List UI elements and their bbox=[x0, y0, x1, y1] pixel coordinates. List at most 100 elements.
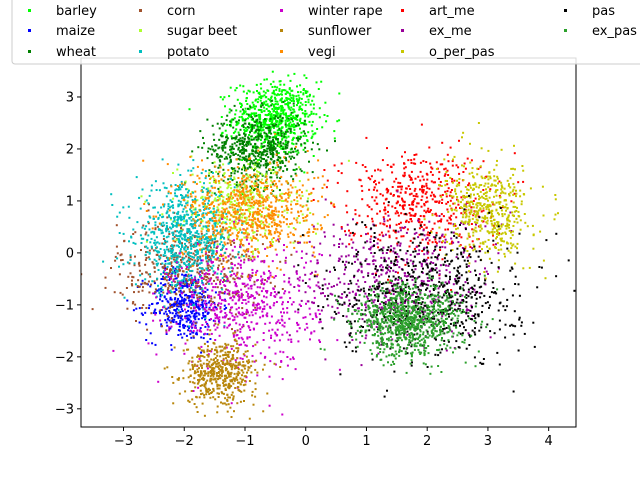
point bbox=[304, 90, 307, 93]
point bbox=[269, 151, 272, 154]
point bbox=[275, 223, 278, 225]
point bbox=[171, 248, 174, 251]
point bbox=[284, 132, 287, 135]
point bbox=[203, 302, 206, 305]
point bbox=[238, 158, 241, 161]
point bbox=[214, 291, 217, 294]
point bbox=[241, 156, 244, 159]
point bbox=[201, 293, 203, 296]
point bbox=[223, 122, 226, 125]
point bbox=[196, 257, 199, 260]
point bbox=[279, 167, 282, 170]
point bbox=[237, 381, 239, 384]
point bbox=[300, 170, 303, 173]
point bbox=[270, 221, 273, 224]
point bbox=[174, 240, 177, 243]
point bbox=[255, 182, 258, 185]
point bbox=[130, 283, 133, 286]
point bbox=[336, 120, 339, 123]
point bbox=[155, 302, 158, 305]
point bbox=[219, 297, 222, 300]
point bbox=[180, 219, 183, 222]
point bbox=[184, 195, 187, 198]
point bbox=[270, 334, 273, 337]
point bbox=[268, 127, 271, 130]
point bbox=[237, 291, 240, 294]
point bbox=[164, 260, 167, 263]
point bbox=[210, 295, 213, 298]
point bbox=[241, 141, 244, 143]
point bbox=[225, 344, 228, 347]
point bbox=[255, 291, 258, 294]
point bbox=[226, 182, 229, 185]
point bbox=[240, 288, 243, 291]
point bbox=[195, 262, 198, 265]
point bbox=[257, 127, 260, 129]
point bbox=[181, 194, 184, 197]
point bbox=[173, 235, 176, 238]
point bbox=[171, 200, 174, 203]
point bbox=[174, 284, 177, 286]
point bbox=[206, 240, 209, 243]
point bbox=[220, 287, 223, 289]
point bbox=[244, 178, 247, 181]
point bbox=[195, 395, 198, 398]
point bbox=[262, 201, 264, 204]
point bbox=[286, 331, 289, 334]
point bbox=[241, 139, 244, 142]
point bbox=[209, 300, 212, 303]
point bbox=[243, 261, 246, 264]
point bbox=[170, 185, 173, 188]
point bbox=[309, 260, 312, 263]
point bbox=[192, 200, 194, 203]
point bbox=[258, 134, 261, 137]
point bbox=[277, 125, 280, 128]
point bbox=[269, 244, 272, 247]
point bbox=[217, 222, 219, 225]
point bbox=[215, 193, 218, 196]
point bbox=[274, 275, 277, 277]
point bbox=[177, 311, 180, 314]
point bbox=[209, 249, 212, 252]
point bbox=[214, 320, 217, 323]
point bbox=[256, 286, 259, 289]
point bbox=[225, 357, 227, 360]
point bbox=[317, 88, 320, 90]
point bbox=[188, 299, 191, 302]
point bbox=[208, 306, 211, 309]
point bbox=[147, 209, 150, 212]
point bbox=[150, 231, 153, 234]
point bbox=[163, 186, 166, 189]
point bbox=[252, 154, 255, 157]
point bbox=[139, 207, 142, 210]
point bbox=[164, 262, 167, 265]
point bbox=[231, 206, 234, 209]
point bbox=[203, 216, 206, 219]
point bbox=[237, 157, 240, 160]
point bbox=[210, 194, 213, 197]
point bbox=[180, 303, 183, 306]
point bbox=[256, 229, 259, 232]
point bbox=[253, 280, 256, 283]
point bbox=[174, 273, 177, 276]
point bbox=[261, 315, 264, 318]
point bbox=[217, 264, 220, 267]
point bbox=[320, 226, 323, 229]
point bbox=[220, 375, 223, 378]
point bbox=[245, 149, 248, 152]
point bbox=[172, 287, 175, 290]
point bbox=[248, 274, 251, 277]
point bbox=[265, 196, 268, 199]
point bbox=[194, 201, 197, 204]
point bbox=[158, 258, 161, 261]
point bbox=[287, 196, 290, 199]
point bbox=[272, 161, 275, 163]
point bbox=[139, 274, 142, 277]
point bbox=[206, 367, 209, 370]
point bbox=[191, 212, 194, 215]
point bbox=[248, 179, 251, 182]
point bbox=[221, 392, 224, 395]
point bbox=[195, 302, 197, 305]
point bbox=[237, 216, 240, 219]
point bbox=[242, 166, 244, 169]
